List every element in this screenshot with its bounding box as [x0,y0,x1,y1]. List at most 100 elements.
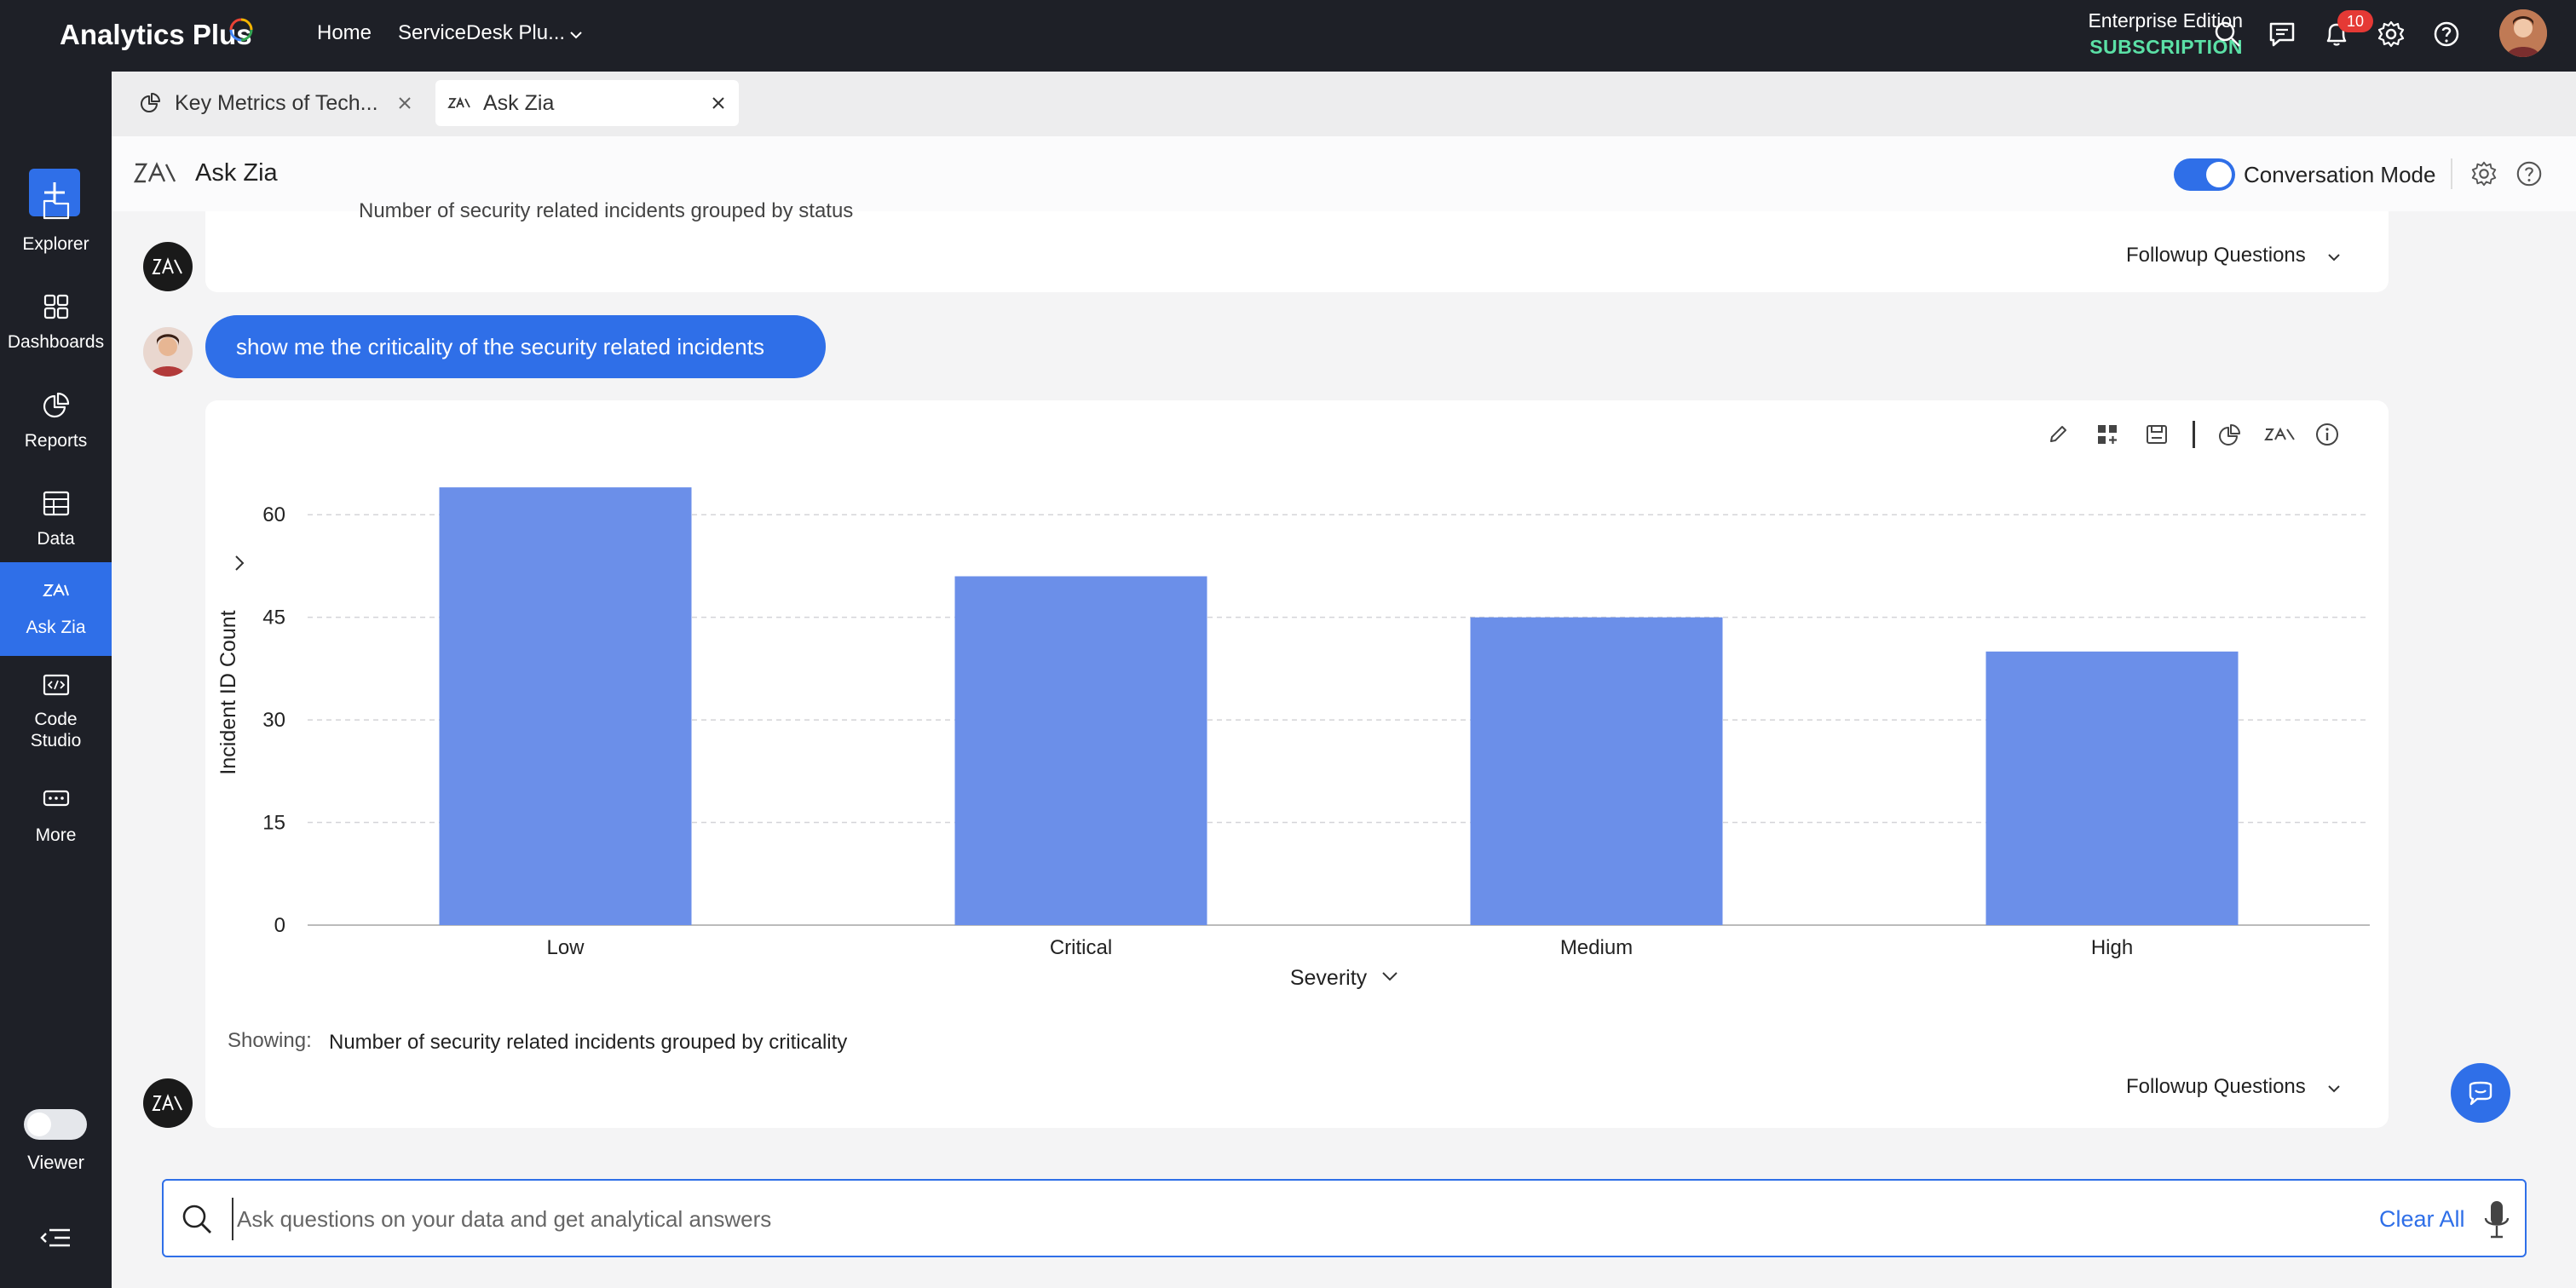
chevron-down-icon[interactable] [2325,248,2343,267]
plus-icon [44,182,65,203]
user-avatar [143,327,193,377]
chevron-down-icon[interactable] [567,26,585,44]
pie-icon [141,93,160,112]
viewer-label: Viewer [27,1152,84,1173]
bar-low [439,487,692,925]
sidebar-item-label: Reports [24,431,88,451]
conversation-area: Number of security related incidents gro… [112,199,2576,1288]
user-message-bubble: show me the criticality of the security … [205,315,826,378]
y-tick-label: 60 [262,503,285,526]
zia-icon [152,1094,182,1111]
panel-header: Ask Zia Conversation Mode [112,136,2576,211]
chat-assistant-button[interactable] [2451,1063,2510,1123]
tab-label: Key Metrics of Tech... [175,91,378,115]
sidebar-item-ask-zia[interactable]: Ask Zia [0,562,112,656]
viewer-toggle[interactable] [24,1109,87,1140]
top-bar: Analytics Plus Home ServiceDesk Plu... E… [0,0,2576,72]
toolbar-divider [2193,421,2195,448]
subscription-link[interactable]: SUBSCRIPTION [2089,36,2243,58]
edit-icon[interactable] [2044,421,2072,448]
sidebar-item-dashboards[interactable]: Dashboards [0,279,112,372]
dashboard-icon [43,294,69,319]
pie-icon [43,392,70,418]
zia-icon[interactable] [2264,421,2297,448]
sidebar-item-code-studio[interactable]: Code Studio [0,658,112,768]
zia-logo-icon [134,162,176,183]
y-tick-label: 45 [262,607,285,630]
brand-logo-icon [229,18,253,42]
save-icon[interactable] [2143,421,2170,448]
sidebar-item-label: Ask Zia [26,618,86,637]
bar-chart: 0 15 30 45 60 Low Critical Medium High Severity In… [216,487,2370,990]
previous-answer-card: Number of security related incidents gro… [205,199,2389,292]
collapse-sidebar-icon[interactable] [37,1223,73,1252]
code-icon [43,674,70,696]
help-icon[interactable] [2515,159,2544,188]
previous-showing-text: Number of security related incidents gro… [359,199,854,222]
conversation-mode-label: Conversation Mode [2244,162,2436,187]
ask-zia-search-bar: Clear All [162,1179,2527,1257]
workspace-selector[interactable]: ServiceDesk Plu... [398,21,566,44]
sidebar-item-label: Explorer [22,234,89,254]
chat-bubble-icon [2469,1081,2492,1106]
clear-all-button[interactable]: Clear All [2379,1206,2465,1232]
chevron-right-icon [235,555,245,571]
bar-high [1985,651,2239,925]
gear-icon[interactable] [2376,19,2406,49]
followup-questions-button[interactable]: Followup Questions [2126,244,2306,267]
user-avatar[interactable] [2499,9,2547,57]
more-icon [43,790,70,807]
create-new-button[interactable] [29,169,80,216]
zia-bot-avatar [143,1078,193,1128]
divider [2451,158,2452,189]
sidebar-item-label: More [35,825,77,845]
y-tick-label: 15 [262,812,285,835]
bar-medium [1470,617,1723,925]
page-title: Ask Zia [195,159,278,187]
tab-ask-zia[interactable]: Ask Zia [435,80,739,126]
sidebar-item-label: Dashboards [7,332,105,352]
info-icon[interactable] [2314,421,2341,448]
conversation-mode-toggle[interactable] [2174,158,2235,191]
showing-label: Showing: [228,1029,312,1052]
x-tick-label: Low [546,936,585,959]
zia-icon [43,583,69,596]
sidebar-item-label: Code Studio [30,710,82,750]
close-icon[interactable] [395,93,415,113]
bar-critical [954,576,1207,925]
chevron-down-icon[interactable] [2325,1079,2343,1098]
help-icon[interactable] [2431,19,2462,49]
nav-home-link[interactable]: Home [317,21,372,44]
y-axis-title: Incident ID Count [216,610,240,774]
chat-icon[interactable] [2267,19,2297,49]
y-tick-label: 30 [262,709,285,732]
sidebar-item-explorer[interactable]: Explorer [0,181,112,274]
gear-icon[interactable] [2469,159,2498,188]
app-brand[interactable]: Analytics Plus [60,19,252,50]
bell-icon[interactable] [2321,19,2352,49]
sidebar-item-more[interactable]: More [0,770,112,864]
chart-type-icon[interactable] [2216,421,2244,448]
sidebar: Explorer Dashboards Reports Data Ask Zia… [0,72,112,1288]
followup-questions-button[interactable]: Followup Questions [2126,1075,2306,1098]
zia-icon [447,96,470,108]
tab-bar: Key Metrics of Tech... Ask Zia [112,72,2576,136]
zia-bot-avatar [143,242,193,291]
sidebar-item-data[interactable]: Data [0,475,112,569]
showing-value: Number of security related incidents gro… [329,1031,848,1054]
x-axis-title: Severity [1290,966,1368,990]
tab-key-metrics[interactable]: Key Metrics of Tech... [127,80,425,126]
close-icon[interactable] [708,93,729,113]
search-icon [182,1205,211,1233]
sidebar-item-reports[interactable]: Reports [0,377,112,471]
ask-question-input[interactable] [232,1198,2277,1240]
search-icon[interactable] [2212,19,2243,49]
notification-badge: 10 [2337,10,2373,32]
sidebar-item-label: Data [37,529,75,549]
microphone-icon[interactable] [2481,1198,2512,1242]
tab-label: Ask Zia [483,91,555,115]
table-icon [43,491,70,516]
add-to-dashboard-icon[interactable] [2094,421,2121,448]
zia-icon [152,257,182,274]
chevron-down-icon [1382,972,1397,981]
